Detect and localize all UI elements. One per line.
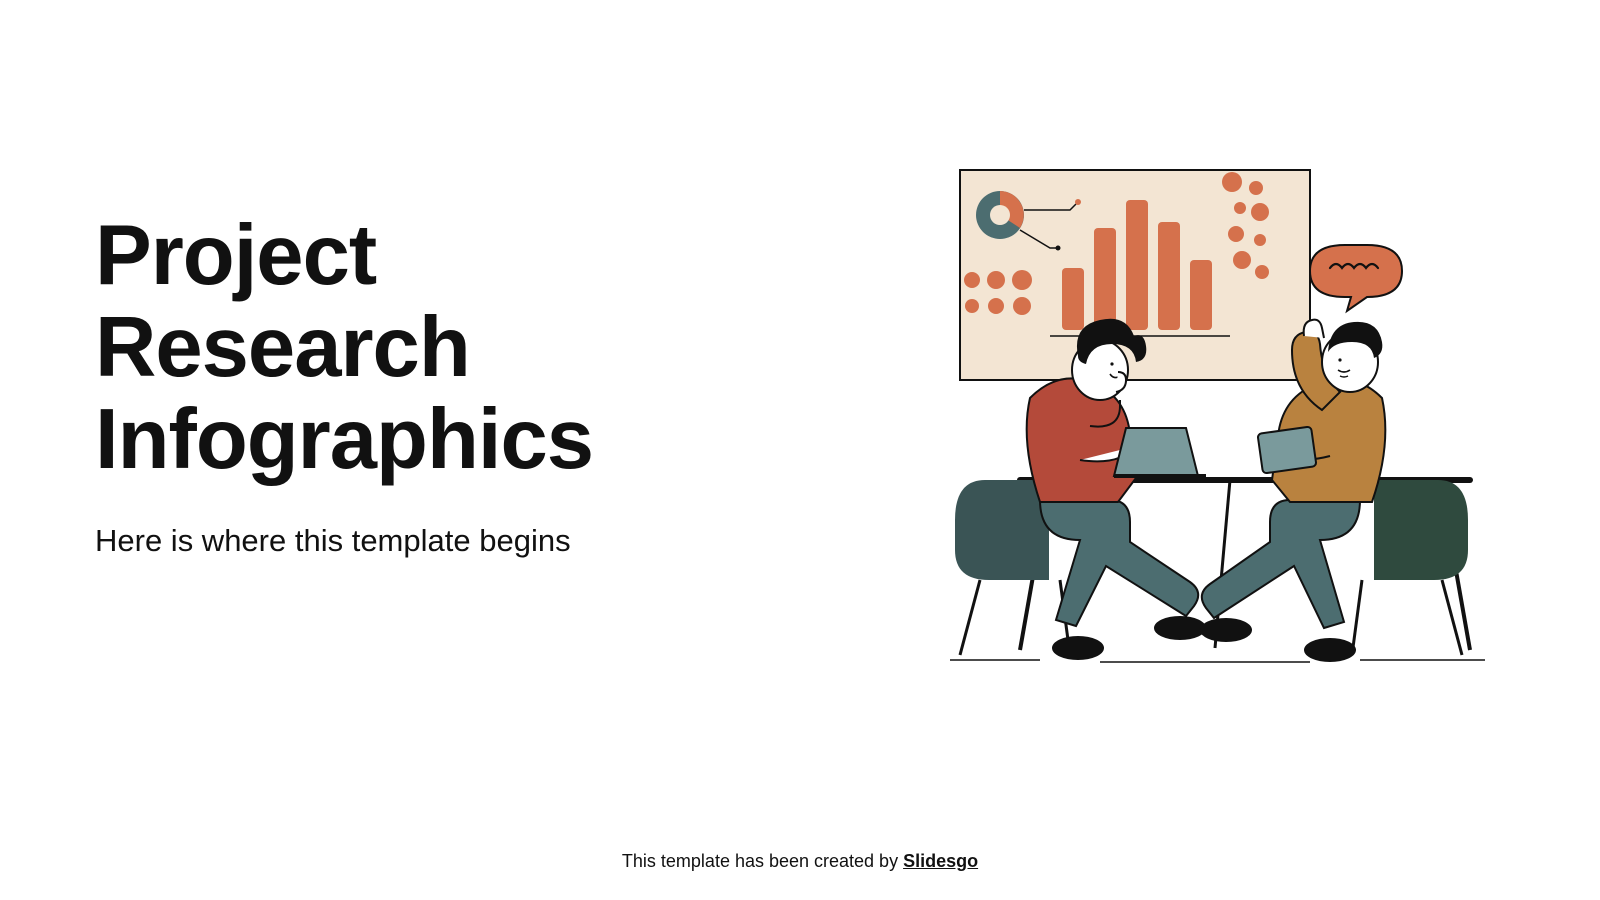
title-line-1: Project xyxy=(95,208,376,303)
footer-brand: Slidesgo xyxy=(903,851,978,871)
title-line-3: Infographics xyxy=(95,392,593,487)
text-block: Project Research Infographics Here is wh… xyxy=(95,210,795,559)
title-line-2: Research xyxy=(95,300,470,395)
slide-subtitle: Here is where this template begins xyxy=(95,523,795,559)
slide-title: Project Research Infographics xyxy=(95,210,795,485)
footer-credit: This template has been created by Slides… xyxy=(0,851,1600,872)
meeting-illustration xyxy=(930,160,1490,680)
footer-prefix: This template has been created by xyxy=(622,851,903,871)
slide: Project Research Infographics Here is wh… xyxy=(0,0,1600,900)
